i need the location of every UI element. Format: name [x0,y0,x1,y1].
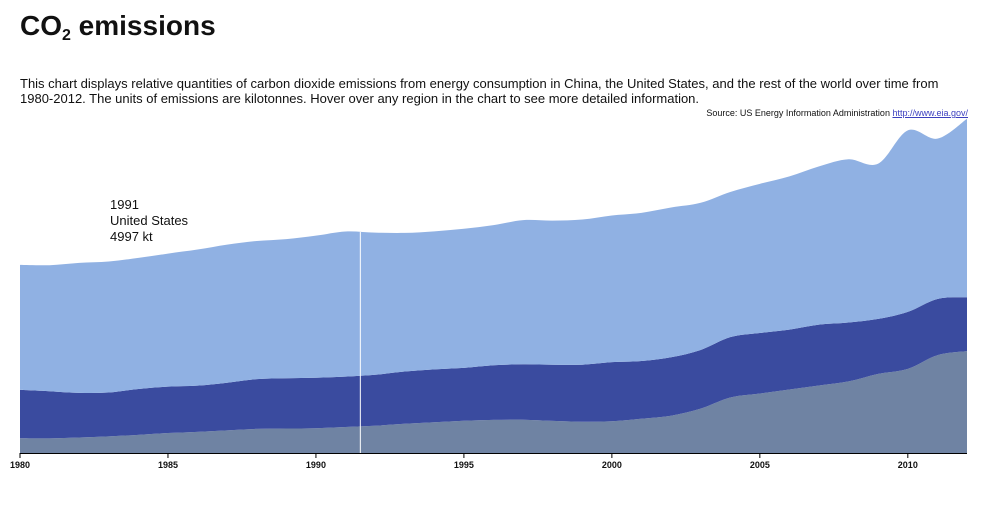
x-tick-label: 1985 [158,460,178,470]
page-title: CO2 emissions [20,8,216,44]
source-text: Source: US Energy Information Administra… [706,108,893,118]
source-line: Source: US Energy Information Administra… [706,108,968,119]
x-tick-label: 2000 [602,460,622,470]
chart-description: This chart displays relative quantities … [20,76,939,106]
area-rest-of-world[interactable] [20,118,967,394]
x-tick-label: 2010 [898,460,918,470]
source-link[interactable]: http://www.eia.gov/ [892,108,968,118]
x-tick-label: 2005 [750,460,770,470]
x-tick-label: 1990 [306,460,326,470]
hover-tooltip: 1991 United States 4997 kt [110,197,188,245]
area-china[interactable] [20,351,967,453]
tooltip-year: 1991 [110,197,139,212]
tooltip-region: United States [110,213,189,228]
title-subscript: 2 [62,27,71,44]
title-main: CO [20,10,62,41]
x-tick-label: 1980 [10,460,30,470]
area-united-states[interactable] [20,297,967,439]
x-tick-label: 1995 [454,460,474,470]
tooltip-value: 4997 kt [110,229,153,244]
title-rest: emissions [70,10,216,41]
